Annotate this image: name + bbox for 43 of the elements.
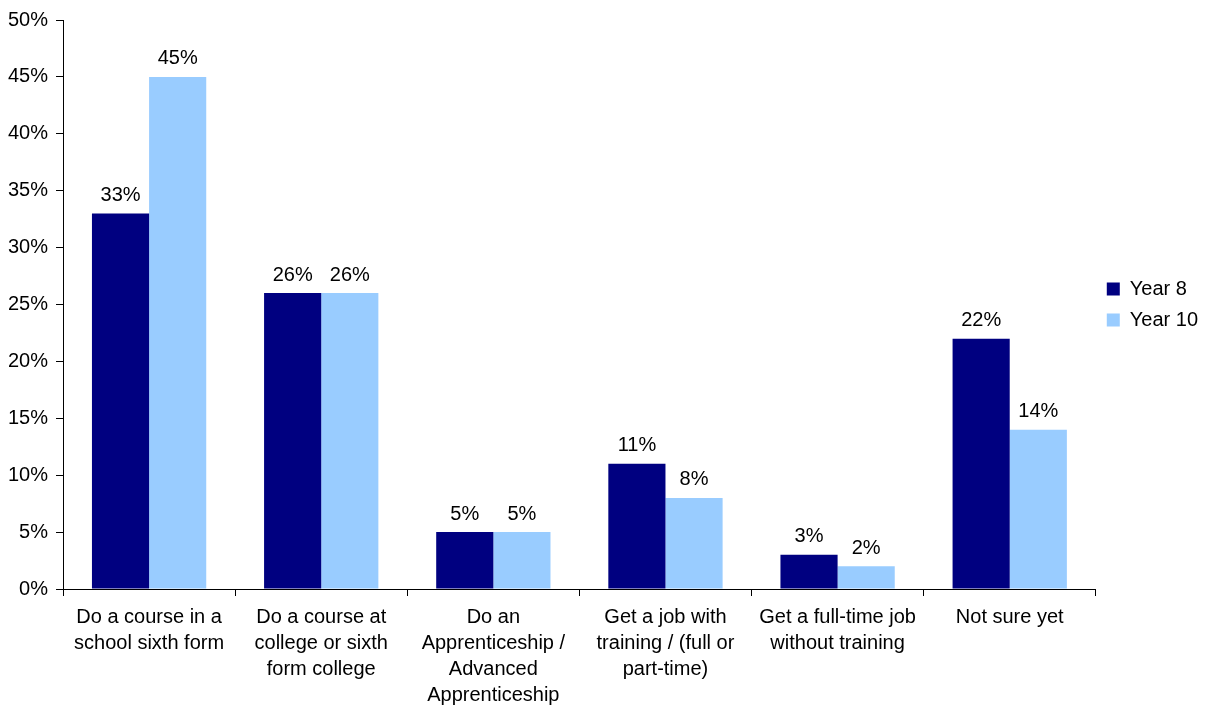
y-tick-label: 45%: [8, 64, 49, 87]
y-tick-label: 35%: [8, 178, 49, 201]
bar: [91, 213, 150, 589]
x-tick-label: Do an Apprenticeship / Advanced Apprenticeship: [421, 604, 566, 705]
data-label: 22%: [961, 308, 1002, 331]
y-tick-label: 10%: [8, 462, 49, 485]
bar: [1009, 429, 1067, 589]
x-tick-label: Do a course in a school sixth form: [74, 604, 225, 653]
legend-label: Year 10: [1129, 307, 1199, 330]
data-label: 33%: [100, 182, 141, 205]
x-tick-label: Get a full-time job without training: [759, 604, 916, 653]
x-tick-label: Do a course at college or sixth form college: [254, 604, 388, 679]
y-tick-label: 25%: [8, 292, 49, 315]
data-label: 3%: [794, 524, 824, 547]
bar: [264, 293, 322, 589]
bar: [952, 338, 1010, 589]
bar: [149, 76, 207, 589]
data-label: 5%: [450, 501, 480, 524]
y-tick-label: 40%: [8, 121, 49, 144]
data-label: 5%: [507, 501, 537, 524]
bar: [321, 293, 379, 589]
data-label: 14%: [1018, 399, 1059, 422]
data-label: 11%: [617, 433, 657, 456]
bar: [436, 532, 494, 589]
bar: [837, 566, 895, 589]
data-label: 2%: [851, 535, 881, 558]
bar: [665, 497, 723, 589]
y-tick-label: 5%: [19, 519, 49, 542]
data-label: 8%: [679, 467, 709, 490]
legend-label: Year 8: [1129, 276, 1187, 299]
bar: [493, 532, 551, 589]
data-label: 26%: [272, 262, 313, 285]
y-tick-label: 30%: [8, 235, 49, 258]
data-label: 45%: [157, 46, 198, 69]
y-tick-label: 20%: [8, 348, 49, 371]
bar: [608, 463, 666, 589]
bar: [780, 554, 838, 589]
data-label: 26%: [329, 262, 371, 285]
x-tick-label: Not sure yet: [955, 604, 1065, 627]
y-tick-label: 0%: [19, 576, 49, 599]
y-tick-label: 15%: [8, 405, 49, 428]
y-tick-label: 50%: [8, 7, 49, 30]
x-tick-label: Get a job with training / (full or part-time): [596, 604, 735, 679]
